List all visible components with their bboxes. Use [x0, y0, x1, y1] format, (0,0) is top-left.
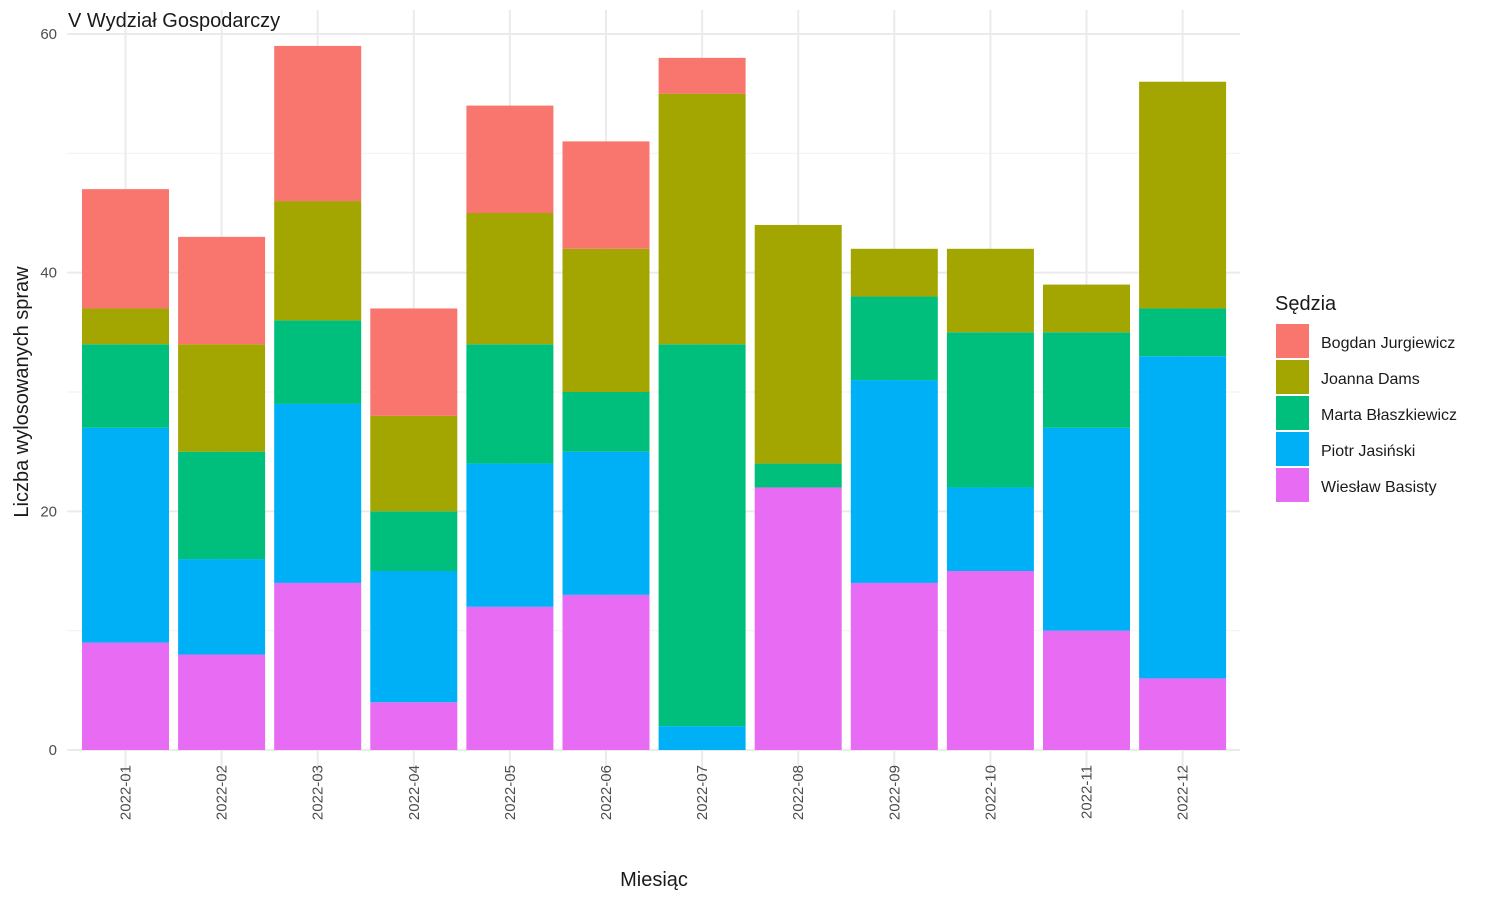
bar-segment: [946, 487, 1034, 571]
legend-label: Piotr Jasiński: [1321, 443, 1415, 460]
x-tick-label: 2022-05: [502, 765, 519, 820]
y-tick-label: 60: [40, 26, 57, 43]
bar-segment: [466, 213, 554, 345]
x-tick-label: 2022-02: [214, 765, 231, 820]
bar-segment: [274, 45, 362, 202]
bar-segment: [178, 236, 266, 345]
bar-segment: [178, 344, 266, 452]
bar-segment: [82, 344, 169, 428]
bar-segment: [754, 463, 842, 488]
legend-swatch: [1276, 360, 1309, 394]
bar-segment: [466, 463, 554, 607]
bar-segment: [178, 654, 266, 750]
x-tick-label: 2022-07: [694, 765, 711, 820]
bar-segment: [946, 248, 1034, 333]
bar-segment: [754, 487, 842, 750]
legend-swatch: [1276, 324, 1309, 358]
y-tick-label: 20: [40, 503, 57, 520]
bar-segment: [82, 642, 169, 750]
x-tick-label: 2022-03: [310, 765, 327, 820]
bar-segment: [82, 189, 169, 309]
bar-segment: [1139, 678, 1227, 750]
bar-segment: [178, 559, 266, 655]
bar-segment: [850, 582, 938, 750]
bar-segment: [1043, 284, 1130, 333]
bar-segment: [850, 248, 938, 297]
x-tick-label: 2022-08: [790, 765, 807, 820]
bar-segment: [1043, 630, 1130, 750]
y-axis-ticks: 0 20 40 60: [40, 26, 57, 759]
bar-segment: [274, 201, 362, 321]
legend-swatch: [1276, 396, 1309, 430]
bar-segment: [658, 726, 746, 750]
bar-segment: [850, 380, 938, 583]
x-tick-label: 2022-04: [406, 765, 423, 820]
x-tick-label: 2022-06: [598, 765, 615, 820]
bar-segment: [1139, 356, 1227, 679]
bar-segment: [754, 224, 842, 464]
bar-segment: [658, 344, 746, 727]
legend: Sędzia Bogdan Jurgiewicz Joanna Dams Marta…: [1275, 293, 1457, 502]
legend-label: Marta Błaszkiewicz: [1321, 407, 1457, 424]
bars: [82, 45, 1227, 750]
bar-segment: [274, 320, 362, 404]
bar-segment: [370, 415, 458, 512]
legend-title: Sędzia: [1275, 293, 1337, 315]
legend-swatch: [1276, 468, 1309, 502]
x-tick-label: 2022-09: [886, 765, 903, 820]
x-axis-title: Miesiąc: [620, 869, 688, 891]
x-tick-label: 2022-12: [1175, 765, 1192, 820]
bar-segment: [562, 248, 650, 392]
legend-label: Bogdan Jurgiewicz: [1321, 335, 1455, 352]
y-tick-label: 40: [40, 265, 57, 282]
bar-segment: [562, 594, 650, 750]
bar-segment: [946, 571, 1034, 750]
bar-segment: [370, 571, 458, 703]
bar-segment: [1043, 332, 1130, 428]
bar-segment: [466, 606, 554, 750]
y-tick-label: 0: [49, 742, 57, 759]
bar-segment: [370, 308, 458, 416]
bar-segment: [370, 702, 458, 750]
bar-segment: [562, 141, 650, 249]
bar-segment: [562, 392, 650, 452]
x-axis-ticks: 2022-01 2022-02 2022-03 2022-04 2022-05 2022-…: [118, 765, 1192, 820]
bar-segment: [1139, 308, 1227, 357]
bar-segment: [274, 582, 362, 750]
bar-segment: [946, 332, 1034, 488]
x-tick-label: 2022-10: [982, 765, 999, 820]
chart-title: V Wydział Gospodarczy: [68, 10, 280, 32]
bar-segment: [562, 451, 650, 595]
bar-segment: [1139, 81, 1227, 309]
bar-segment: [82, 427, 169, 643]
legend-label: Wiesław Basisty: [1321, 479, 1437, 496]
bar-segment: [466, 105, 554, 213]
y-axis-title: Liczba wylosowanych spraw: [11, 266, 33, 518]
bar-segment: [274, 403, 362, 583]
bar-segment: [658, 93, 746, 345]
bar-segment: [850, 296, 938, 381]
x-tick-label: 2022-01: [118, 765, 135, 820]
bar-segment: [466, 344, 554, 464]
bar-segment: [658, 57, 746, 94]
bar-segment: [82, 308, 169, 345]
x-tick-label: 2022-11: [1079, 765, 1096, 819]
bar-segment: [1043, 427, 1130, 631]
legend-label: Joanna Dams: [1321, 371, 1420, 388]
bar-segment: [370, 511, 458, 571]
legend-swatch: [1276, 432, 1309, 466]
bar-segment: [178, 451, 266, 560]
